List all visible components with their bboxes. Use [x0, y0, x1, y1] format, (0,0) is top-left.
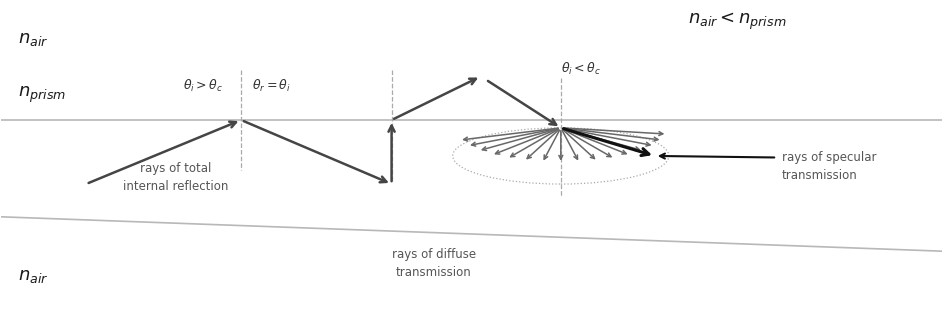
Text: $\theta_i<\theta_c$: $\theta_i<\theta_c$: [561, 60, 601, 77]
Text: rays of specular
transmission: rays of specular transmission: [782, 152, 876, 182]
Text: $n_{air}<n_{prism}$: $n_{air}<n_{prism}$: [687, 11, 786, 32]
Text: $\theta_i>\theta_c$: $\theta_i>\theta_c$: [184, 77, 223, 94]
Text: rays of total
internal reflection: rays of total internal reflection: [123, 162, 228, 193]
Text: $n_{prism}$: $n_{prism}$: [18, 85, 66, 105]
Text: rays of diffuse
transmission: rays of diffuse transmission: [392, 248, 476, 279]
Text: $\theta_r=\theta_i$: $\theta_r=\theta_i$: [252, 77, 290, 94]
Text: $n_{air}$: $n_{air}$: [18, 267, 49, 285]
Text: $n_{air}$: $n_{air}$: [18, 30, 49, 48]
